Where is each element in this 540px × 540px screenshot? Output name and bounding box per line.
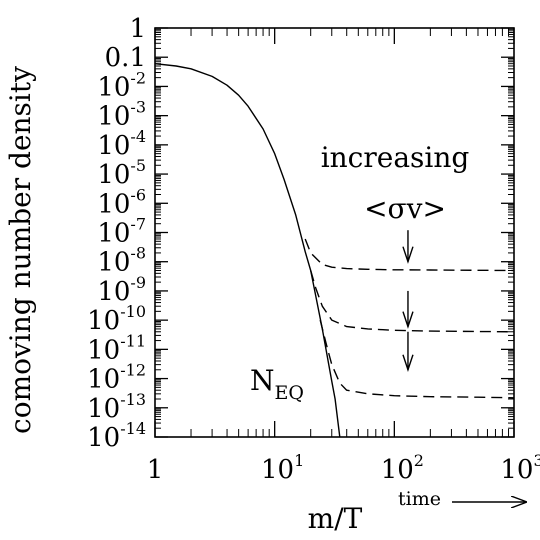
x-tick-label-base: 10 [381, 455, 414, 485]
series-layer [154, 63, 515, 438]
y-tick-label: 10-12 [87, 361, 146, 395]
y-tick-label-base: 10 [87, 306, 120, 336]
x-tick-label-base: 1 [147, 455, 164, 485]
y-tick-label-base: 10 [97, 160, 130, 190]
y-tick-label-base: 10 [97, 189, 130, 219]
y-tick-label: 10-5 [97, 156, 146, 190]
y-tick-label: 10-6 [97, 185, 146, 219]
annotation-neq: NEQ [250, 364, 304, 404]
y-tick-label: 10-2 [97, 68, 146, 102]
x-tick-label: 1 [147, 455, 164, 485]
down-arrow-head [402, 311, 414, 329]
y-tick-label: 10-3 [97, 98, 146, 132]
x-tick-labels: 1 101 102 103 [147, 451, 540, 485]
y-tick-label: 10-13 [87, 390, 146, 424]
y-tick-label-base: 1 [129, 14, 146, 44]
x-tick-label-base: 10 [261, 455, 294, 485]
x-tick-label: 102 [381, 451, 424, 485]
y-tick-labels: 10.110-210-310-410-510-610-710-810-910-1… [87, 14, 146, 453]
x-tick-label-base: 10 [500, 455, 533, 485]
y-tick-label-exponent: -3 [130, 98, 146, 117]
y-tick-label-exponent: -8 [130, 244, 146, 263]
annotation-arrows [402, 230, 414, 372]
x-tick-label-exponent: 3 [533, 451, 540, 470]
y-tick-label-exponent: -9 [130, 273, 146, 292]
annotation-sigma-v: <σv> [364, 192, 446, 225]
x-tick-label-exponent: 1 [294, 451, 304, 470]
y-tick-label-base: 10 [87, 394, 120, 424]
y-tick-label-exponent: -13 [120, 390, 146, 409]
y-tick-label: 10-11 [87, 331, 146, 365]
relic-density-curve [319, 319, 515, 399]
y-tick-label: 10-8 [97, 244, 146, 278]
y-tick-label: 10-10 [87, 302, 146, 336]
relic-density-curve [304, 238, 515, 272]
y-tick-label-base: 10 [87, 335, 120, 365]
y-tick-label-exponent: -2 [130, 68, 146, 87]
x-tick-label: 101 [261, 451, 304, 485]
y-tick-label-exponent: -5 [130, 156, 146, 175]
down-arrow-head [402, 246, 414, 264]
y-tick-label-base: 10 [97, 131, 130, 161]
y-tick-label-base: 0.1 [105, 43, 146, 73]
annotation-increasing: increasing [321, 141, 470, 174]
y-tick-label: 10-4 [97, 127, 146, 161]
y-tick-label-base: 10 [97, 219, 130, 249]
annotation-time: time [398, 488, 441, 510]
relic-density-curve [310, 270, 515, 333]
equilibrium-curve [154, 63, 341, 438]
plot-frame [154, 27, 515, 438]
y-tick-label-base: 10 [97, 102, 130, 132]
y-tick-label-exponent: -14 [120, 419, 146, 438]
y-tick-label-exponent: -10 [120, 302, 146, 321]
y-tick-label: 0.1 [105, 43, 146, 73]
y-tick-label-base: 10 [87, 423, 120, 453]
y-tick-label: 10-14 [87, 419, 146, 453]
y-tick-label: 10-7 [97, 215, 146, 249]
y-tick-label: 1 [129, 14, 146, 44]
y-tick-label-base: 10 [97, 277, 130, 307]
y-tick-label-exponent: -11 [120, 331, 146, 350]
y-tick-label-exponent: -4 [130, 127, 146, 146]
y-tick-label-exponent: -6 [130, 185, 146, 204]
annotation-neq-main: N [250, 364, 275, 397]
y-tick-label-exponent: -7 [130, 215, 146, 234]
x-tick-label: 103 [500, 451, 540, 485]
y-tick-label-base: 10 [97, 72, 130, 102]
x-tick-label-exponent: 2 [414, 451, 424, 470]
down-arrow-head [402, 354, 414, 372]
y-axis-title: comoving number density [4, 66, 37, 434]
axis-ticks [154, 27, 515, 438]
annotation-neq-sub: EQ [275, 382, 304, 404]
y-tick-label-base: 10 [87, 365, 120, 395]
y-tick-label: 10-9 [97, 273, 146, 307]
y-tick-label-exponent: -12 [120, 361, 146, 380]
y-tick-label-base: 10 [97, 248, 130, 278]
x-axis-title: m/T [308, 502, 363, 535]
